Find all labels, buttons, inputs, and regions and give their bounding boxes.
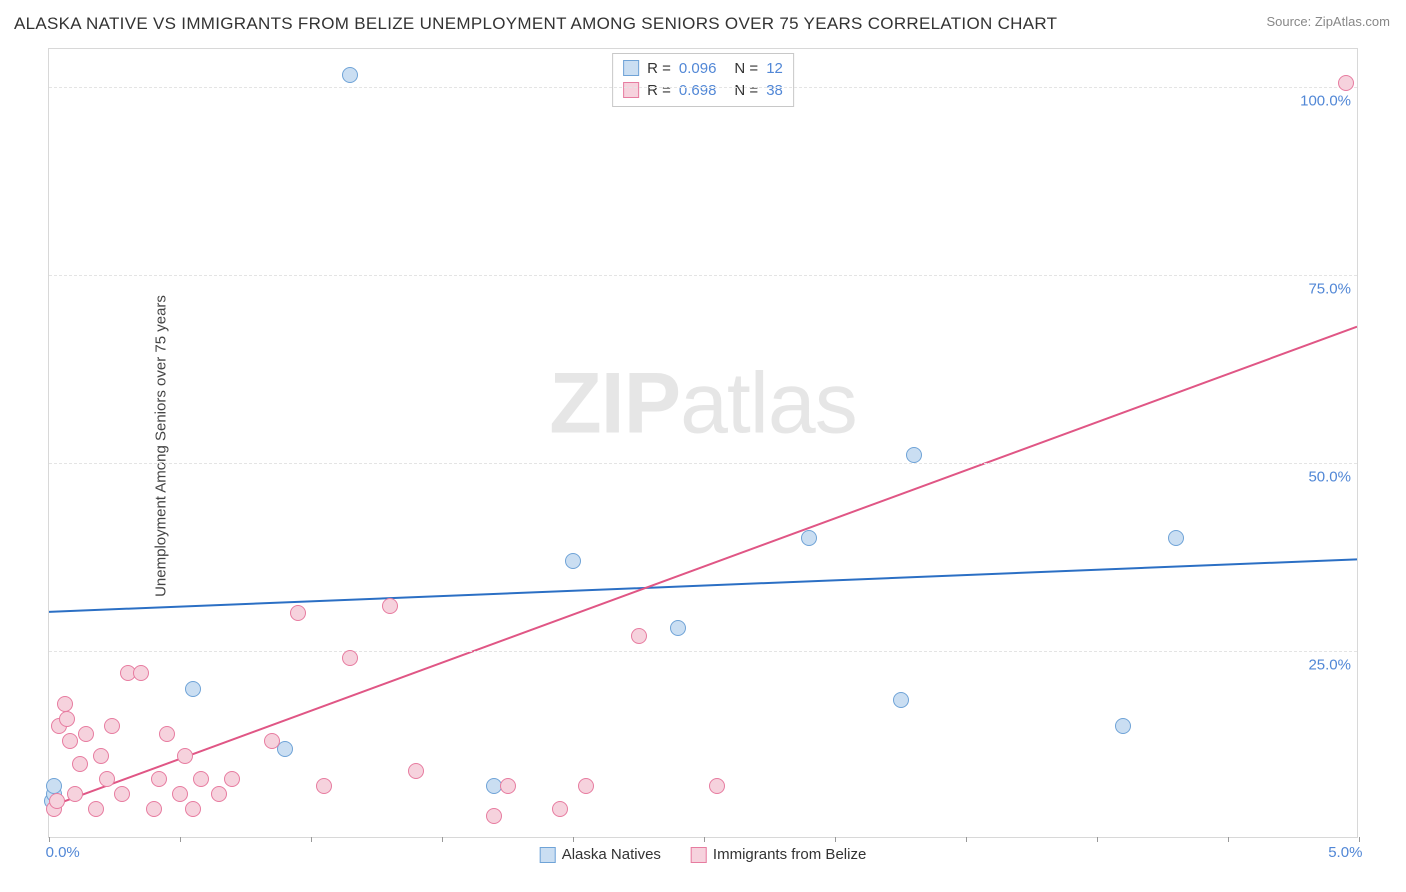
- data-point-alaska: [185, 681, 201, 697]
- data-point-belize: [224, 771, 240, 787]
- data-point-belize: [552, 801, 568, 817]
- source-name: ZipAtlas.com: [1315, 14, 1390, 29]
- data-point-belize: [211, 786, 227, 802]
- trend-line-belize: [49, 327, 1357, 807]
- gridline: [49, 651, 1357, 652]
- data-point-belize: [159, 726, 175, 742]
- data-point-belize: [59, 711, 75, 727]
- stats-legend: R = 0.096 N = 12 R = 0.698 N = 38: [612, 53, 794, 107]
- legend-swatch-alaska: [540, 847, 556, 863]
- data-point-belize: [631, 628, 647, 644]
- data-point-alaska: [342, 67, 358, 83]
- data-point-belize: [114, 786, 130, 802]
- data-point-belize: [133, 665, 149, 681]
- data-point-belize: [177, 748, 193, 764]
- stats-row-alaska: R = 0.096 N = 12: [623, 57, 783, 79]
- watermark: ZIPatlas: [549, 354, 856, 453]
- legend-item-alaska: Alaska Natives: [540, 846, 661, 863]
- data-point-alaska: [565, 553, 581, 569]
- data-point-belize: [500, 778, 516, 794]
- x-tick-mark: [1097, 837, 1098, 842]
- x-tick-mark: [442, 837, 443, 842]
- gridline: [49, 87, 1357, 88]
- data-point-belize: [67, 786, 83, 802]
- n-label: N =: [734, 82, 758, 99]
- source-attribution: Source: ZipAtlas.com: [1266, 14, 1390, 29]
- legend-label-belize: Immigrants from Belize: [713, 846, 866, 863]
- data-point-belize: [49, 793, 65, 809]
- data-point-belize: [172, 786, 188, 802]
- watermark-bold: ZIP: [549, 355, 680, 451]
- data-point-alaska: [670, 620, 686, 636]
- data-point-belize: [1338, 75, 1354, 91]
- series-legend: Alaska Natives Immigrants from Belize: [540, 846, 867, 863]
- y-tick-label: 100.0%: [1300, 92, 1351, 109]
- data-point-belize: [88, 801, 104, 817]
- n-value-belize: 38: [766, 82, 783, 99]
- data-point-belize: [104, 718, 120, 734]
- trend-line-alaska: [49, 559, 1357, 612]
- data-point-belize: [382, 598, 398, 614]
- data-point-belize: [290, 605, 306, 621]
- x-tick-label: 5.0%: [1328, 844, 1362, 861]
- data-point-belize: [342, 650, 358, 666]
- x-tick-mark: [1228, 837, 1229, 842]
- data-point-belize: [193, 771, 209, 787]
- r-value-alaska: 0.096: [679, 60, 717, 77]
- x-tick-mark: [49, 837, 50, 842]
- data-point-belize: [146, 801, 162, 817]
- x-tick-label: 0.0%: [46, 844, 80, 861]
- data-point-belize: [486, 808, 502, 824]
- trend-lines: [49, 49, 1357, 837]
- data-point-belize: [151, 771, 167, 787]
- x-tick-mark: [1359, 837, 1360, 842]
- r-label: R =: [647, 60, 671, 77]
- data-point-belize: [62, 733, 78, 749]
- data-point-belize: [99, 771, 115, 787]
- legend-swatch-belize: [623, 82, 639, 98]
- data-point-belize: [78, 726, 94, 742]
- legend-swatch-alaska: [623, 60, 639, 76]
- data-point-belize: [185, 801, 201, 817]
- stats-row-belize: R = 0.698 N = 38: [623, 79, 783, 101]
- legend-item-belize: Immigrants from Belize: [691, 846, 866, 863]
- data-point-alaska: [906, 447, 922, 463]
- data-point-belize: [57, 696, 73, 712]
- data-point-alaska: [1115, 718, 1131, 734]
- x-tick-mark: [311, 837, 312, 842]
- data-point-belize: [709, 778, 725, 794]
- r-value-belize: 0.698: [679, 82, 717, 99]
- legend-label-alaska: Alaska Natives: [562, 846, 661, 863]
- gridline: [49, 463, 1357, 464]
- n-value-alaska: 12: [766, 60, 783, 77]
- data-point-belize: [316, 778, 332, 794]
- y-tick-label: 75.0%: [1308, 280, 1351, 297]
- data-point-alaska: [893, 692, 909, 708]
- x-tick-mark: [180, 837, 181, 842]
- watermark-light: atlas: [680, 355, 857, 451]
- data-point-belize: [93, 748, 109, 764]
- x-tick-mark: [573, 837, 574, 842]
- data-point-belize: [264, 733, 280, 749]
- data-point-alaska: [801, 530, 817, 546]
- chart-title: ALASKA NATIVE VS IMMIGRANTS FROM BELIZE …: [14, 14, 1057, 34]
- y-tick-label: 25.0%: [1308, 656, 1351, 673]
- data-point-belize: [578, 778, 594, 794]
- data-point-alaska: [46, 778, 62, 794]
- legend-swatch-belize: [691, 847, 707, 863]
- data-point-belize: [408, 763, 424, 779]
- r-label: R =: [647, 82, 671, 99]
- x-tick-mark: [835, 837, 836, 842]
- x-tick-mark: [704, 837, 705, 842]
- y-tick-label: 50.0%: [1308, 468, 1351, 485]
- data-point-alaska: [1168, 530, 1184, 546]
- data-point-belize: [72, 756, 88, 772]
- gridline: [49, 275, 1357, 276]
- x-tick-mark: [966, 837, 967, 842]
- source-prefix: Source:: [1266, 14, 1314, 29]
- n-label: N =: [734, 60, 758, 77]
- scatter-plot: ZIPatlas R =0.096N =12R =0.698N =38 Alas…: [48, 48, 1358, 838]
